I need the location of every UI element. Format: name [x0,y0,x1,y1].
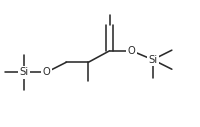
Text: O: O [127,46,135,56]
Text: O: O [42,67,50,77]
Text: Si: Si [147,55,157,65]
Text: Si: Si [19,67,29,77]
